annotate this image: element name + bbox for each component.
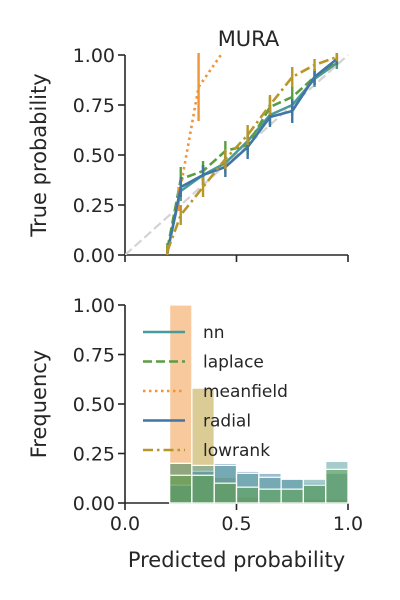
y-tick-label: 0.75 bbox=[73, 95, 115, 117]
histogram-bar-laplace bbox=[235, 486, 260, 504]
legend-label-meanfield: meanfield bbox=[203, 382, 288, 402]
y-axis-title: Frequency bbox=[27, 350, 51, 459]
histogram-bar-laplace bbox=[302, 484, 327, 504]
histogram-bar-laplace bbox=[213, 482, 238, 504]
y-tick-label: 0.25 bbox=[73, 444, 115, 466]
calibration-series-lowrank bbox=[166, 53, 339, 255]
chart-legend: nn laplace meanfield radial lowrank bbox=[143, 323, 288, 461]
calibration-series-radial bbox=[166, 53, 339, 255]
x-axis-title: Predicted probability bbox=[128, 548, 345, 572]
chart-title: MURA bbox=[218, 27, 280, 51]
y-tick-label: 0.00 bbox=[73, 493, 115, 515]
y-tick-label: 1.00 bbox=[73, 295, 115, 317]
x-tick-label: 1.0 bbox=[333, 513, 363, 535]
histogram-bar-laplace bbox=[191, 474, 215, 504]
legend-label-lowrank: lowrank bbox=[203, 441, 270, 461]
calibration-series-laplace bbox=[166, 55, 339, 255]
x-tick-label: 0.0 bbox=[110, 513, 140, 535]
histogram-series-laplace bbox=[169, 468, 349, 504]
frequency-histogram-panel: 0.00 0.25 0.50 0.75 1.00 0.0 0.5 1.0 Frequency Pr… bbox=[27, 295, 363, 572]
y-tick-label: 0.75 bbox=[73, 345, 115, 367]
reliability-plot-area bbox=[125, 53, 349, 255]
x-tick-label: 0.5 bbox=[221, 513, 251, 535]
y-tick-label: 1.00 bbox=[73, 45, 115, 67]
legend-label-radial: radial bbox=[203, 412, 251, 432]
y-tick-label: 0.50 bbox=[73, 145, 115, 167]
y-axis-title: True probability bbox=[27, 73, 51, 237]
legend-label-laplace: laplace bbox=[203, 353, 264, 373]
y-tick-label: 0.50 bbox=[73, 394, 115, 416]
histogram-bar-laplace bbox=[169, 474, 193, 504]
calibration-line-radial bbox=[166, 57, 338, 254]
reliability-diagram-panel: 0.00 0.25 0.50 0.75 1.00 True probability MURA bbox=[27, 27, 349, 267]
calibration-line-meanfield bbox=[177, 54, 222, 200]
y-tick-label: 0.00 bbox=[73, 245, 115, 267]
perfect-calibration-line bbox=[125, 54, 349, 255]
histogram-bar-laplace bbox=[258, 488, 282, 504]
y-tick-label: 0.25 bbox=[73, 195, 115, 217]
histogram-bar-laplace bbox=[325, 468, 349, 504]
calibration-line-lowrank bbox=[166, 55, 338, 252]
calibration-line-nn bbox=[166, 61, 338, 252]
histogram-bar-laplace bbox=[280, 488, 305, 504]
legend-label-nn: nn bbox=[203, 323, 225, 343]
